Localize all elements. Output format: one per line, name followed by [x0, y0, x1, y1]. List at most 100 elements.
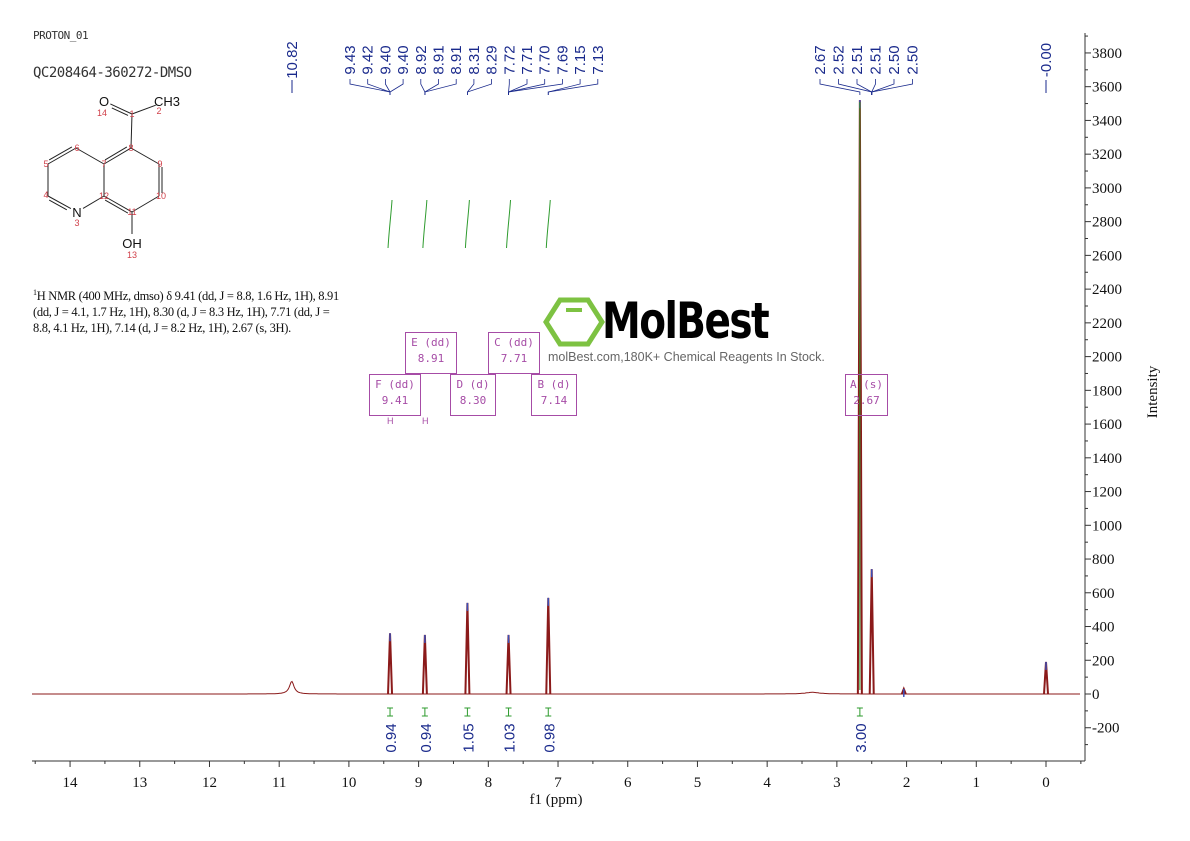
structure-bond [75, 147, 105, 165]
x-tick-label: 7 [554, 775, 562, 791]
x-tick-label: 14 [63, 775, 79, 791]
peak-shift-label: 10.82 [284, 41, 301, 79]
peak-label-connector [871, 79, 895, 95]
integral-value: 3.00 [853, 723, 870, 752]
atom-number: 10 [156, 191, 166, 201]
y-tick-label: 1400 [1092, 451, 1122, 467]
peak-label-connector [871, 79, 913, 95]
peak-shift-label: 8.91 [431, 45, 448, 74]
peak-shift-label: 2.51 [849, 45, 866, 74]
peak-label-connector [389, 79, 404, 95]
y-tick-label: 600 [1092, 586, 1115, 602]
atom-number: 13 [127, 250, 137, 260]
structure-bond [131, 104, 156, 115]
x-tick-label: 8 [485, 775, 493, 791]
x-tick-label: 5 [694, 775, 702, 791]
y-tick-label: 2000 [1092, 350, 1122, 366]
multiplet-box-d: D (d) 8.30 [450, 374, 496, 416]
multiplet-box-e: E (dd) 8.91 [405, 332, 457, 374]
integral-marker [464, 707, 471, 717]
nmr-description: 1H NMR (400 MHz, dmso) δ 9.41 (dd, J = 8… [33, 285, 373, 336]
y-tick-label: 200 [1092, 653, 1115, 669]
integral-curve [545, 199, 551, 249]
y-tick-label: 3400 [1092, 113, 1122, 129]
spectrum-peak [464, 602, 471, 695]
y-tick-label: 1200 [1092, 485, 1122, 501]
x-tick-label: 13 [132, 775, 147, 791]
peak-shift-label: 9.40 [395, 45, 412, 74]
peak-label-connector [547, 79, 599, 95]
peak-shift-label: 9.42 [360, 45, 377, 74]
structure-bond [111, 107, 129, 116]
atom-number: 7 [101, 159, 106, 169]
x-tick-label: 9 [415, 775, 423, 791]
structure-bond [82, 195, 105, 209]
peak-shift-label: 8.92 [413, 45, 430, 74]
spectrum-peak [868, 569, 875, 695]
integral-marker [545, 707, 552, 717]
multiplet-box-f: F (dd) 9.41 [369, 374, 421, 416]
atom-number: 4 [43, 190, 48, 200]
peak-label-connector [838, 79, 873, 95]
x-tick-label: 6 [624, 775, 632, 791]
atom-number: 8 [128, 143, 133, 153]
y-tick-label: 2800 [1092, 215, 1122, 231]
multiplet-label: B (d) [537, 378, 571, 391]
peak-label-connector [467, 79, 493, 95]
y-tick-label: 3200 [1092, 147, 1122, 163]
peak-label-connector [547, 79, 581, 95]
peak-shift-label: 8.91 [448, 45, 465, 74]
y-tick-label: 1600 [1092, 417, 1122, 433]
peak-label-connector [819, 79, 861, 95]
integral-marker [421, 707, 428, 717]
peak-label-connector [424, 79, 439, 95]
peak-shift-label: 7.13 [590, 45, 607, 74]
integral-value: 0.98 [541, 723, 558, 752]
peak-shift-label: 2.51 [868, 45, 885, 74]
atom-number: 9 [157, 159, 162, 169]
x-tick-label: 11 [272, 775, 286, 791]
structure-bond [48, 146, 73, 161]
spectrum-baseline [32, 680, 1080, 695]
y-tick-label: 800 [1092, 552, 1115, 568]
x-tick-label: 0 [1042, 775, 1050, 791]
spectrum-peak [421, 634, 428, 695]
atom-number: 12 [99, 191, 109, 201]
structure-bond [130, 113, 133, 149]
y-tick-label: 2200 [1092, 316, 1122, 332]
structure-bond [130, 147, 160, 165]
structure-bond [103, 195, 133, 213]
structure-bond [110, 103, 133, 115]
integral-marker [505, 707, 512, 717]
peak-label-connector [871, 79, 876, 95]
x-tick-label: 2 [903, 775, 911, 791]
peak-shift-label: -0.00 [1038, 43, 1055, 77]
atom-number: 5 [43, 159, 48, 169]
atom-number: 6 [74, 143, 79, 153]
x-tick-label: 3 [833, 775, 841, 791]
atom-number: 3 [74, 218, 79, 228]
spectrum-peak [505, 634, 512, 695]
y-tick-label: 2400 [1092, 282, 1122, 298]
y-axis-label: Intensity [1145, 365, 1161, 418]
peak-shift-label: 2.50 [905, 45, 922, 74]
peak-label-connector [467, 79, 475, 95]
atom-number: 2 [156, 106, 161, 116]
atom-symbol: OH [122, 236, 142, 251]
peak-shift-label: 8.29 [484, 45, 501, 74]
peak-label-connector [856, 79, 873, 95]
y-tick-label: 400 [1092, 620, 1115, 636]
spectrum-peak [545, 597, 552, 695]
x-tick-label: 10 [341, 775, 356, 791]
atom-symbol: N [72, 205, 81, 220]
structure-bond [47, 195, 72, 210]
multiplet-shift: 7.14 [540, 394, 568, 407]
structure-bond [104, 199, 129, 214]
description-line: (dd, J = 4.1, 1.7 Hz, 1H), 8.30 (d, J = … [33, 305, 330, 320]
peak-shift-label: 2.50 [886, 45, 903, 74]
integral-curve [422, 199, 428, 249]
integral-marker [387, 707, 394, 717]
integral-curve [464, 199, 470, 249]
y-tick-label: 3600 [1092, 80, 1122, 96]
peak-shift-label: 7.71 [519, 45, 536, 74]
